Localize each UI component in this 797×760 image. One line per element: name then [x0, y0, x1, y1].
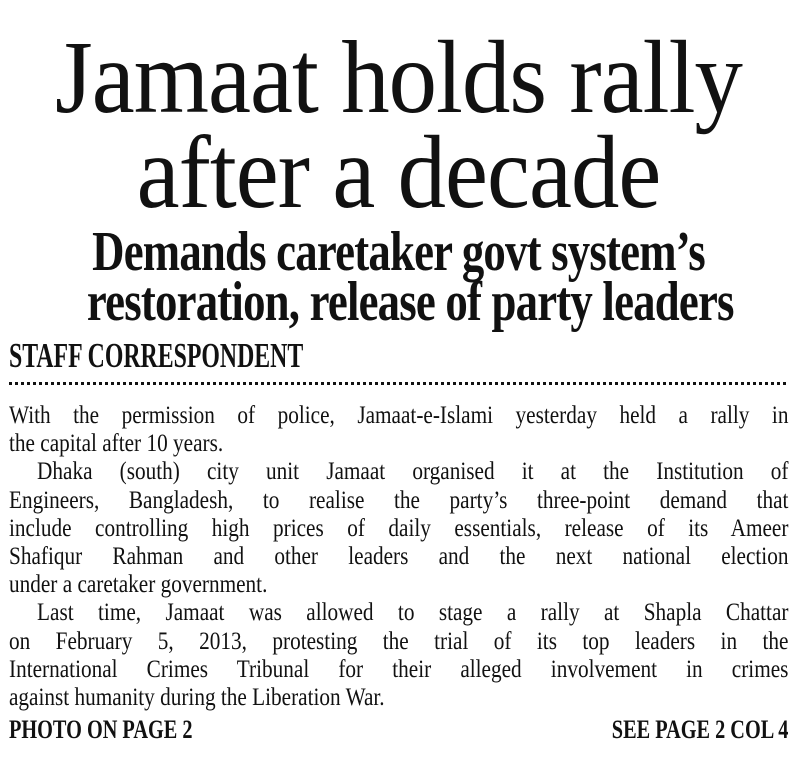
body-text-line: on February 5, 2013, protesting the tria… [9, 627, 789, 655]
subheadline-line-2: restoration, release of party leaders [86, 271, 735, 333]
headline-line-2: after a decade [136, 115, 662, 230]
body-text-line: include controlling high prices of daily… [9, 514, 789, 542]
article-footer: PHOTO ON PAGE 2 SEE PAGE 2 COL 4 [9, 716, 788, 744]
body-text-line: against humanity during the Liberation W… [9, 684, 385, 712]
article-body: With the permission of police, Jamaat-e-… [9, 402, 788, 712]
body-text-line: Engineers, Bangladesh, to realise the pa… [9, 486, 789, 514]
body-text-line: Last time, Jamaat was allowed to stage a… [37, 599, 789, 627]
headline-line-1: Jamaat holds rally [54, 20, 743, 135]
body-text-line: under a caretaker government. [9, 571, 268, 599]
headline: Jamaat holds rally after a decade [36, 20, 760, 230]
body-text-line: the capital after 10 years. [9, 430, 224, 458]
subheadline-line-1: Demands caretaker govt system’s [92, 221, 705, 283]
paragraph: Last time, Jamaat was allowed to stage a… [9, 599, 788, 712]
body-text-line: With the permission of police, Jamaat-e-… [9, 402, 789, 429]
dotted-separator [9, 382, 788, 385]
photo-reference: PHOTO ON PAGE 2 [9, 715, 193, 745]
subheadline: Demands caretaker govt system’s restorat… [86, 221, 735, 333]
body-text-line: Dhaka (south) city unit Jamaat organised… [37, 458, 789, 486]
body-text-line: Shafiqur Rahman and other leaders and th… [9, 543, 789, 571]
body-text-line: International Crimes Tribunal for their … [9, 655, 789, 683]
byline: STAFF CORRESPONDENT [9, 336, 304, 375]
paragraph: With the permission of police, Jamaat-e-… [9, 402, 788, 458]
paragraph: Dhaka (south) city unit Jamaat organised… [9, 458, 788, 599]
see-page-reference: SEE PAGE 2 COL 4 [611, 715, 788, 745]
article-body-column: With the permission of police, Jamaat-e-… [9, 402, 788, 712]
